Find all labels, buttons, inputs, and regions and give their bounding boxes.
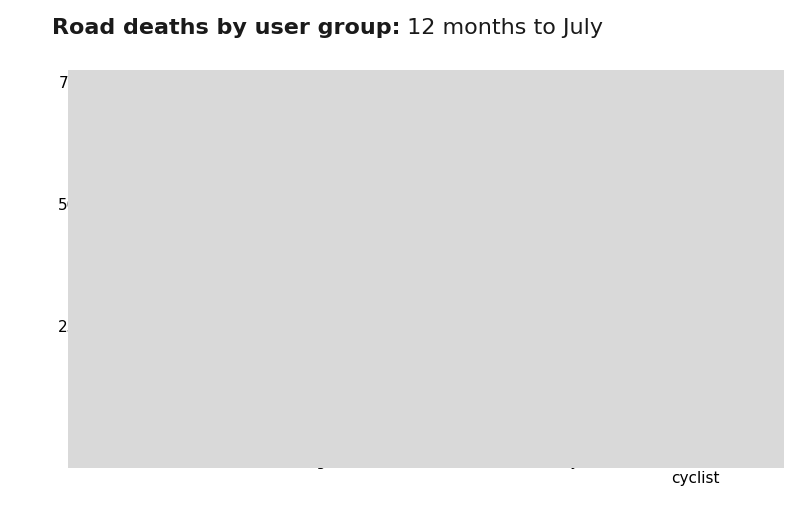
Bar: [254, 342, 303, 448]
Bar: [515, 353, 565, 448]
Text: 182: 182: [395, 429, 423, 444]
Text: 208: 208: [575, 429, 603, 444]
Text: 573: 573: [184, 429, 211, 444]
Text: 217: 217: [265, 429, 293, 444]
Bar: [434, 363, 484, 448]
Text: 12 months to July: 12 months to July: [400, 18, 603, 38]
Bar: [384, 359, 434, 448]
Bar: [123, 176, 173, 448]
Legend: 2018, 2019: 2018, 2019: [114, 89, 264, 116]
Text: 35: 35: [711, 413, 730, 428]
Bar: [173, 168, 222, 448]
Text: 218: 218: [314, 429, 342, 444]
Bar: [695, 431, 745, 448]
Text: 557: 557: [134, 429, 162, 444]
Text: Road deaths by user group:: Road deaths by user group:: [51, 18, 400, 38]
Text: 42: 42: [661, 410, 680, 425]
Text: 173: 173: [445, 429, 473, 444]
Bar: [646, 428, 695, 448]
Text: 194: 194: [526, 429, 554, 444]
Bar: [303, 342, 353, 448]
Bar: [565, 346, 614, 448]
